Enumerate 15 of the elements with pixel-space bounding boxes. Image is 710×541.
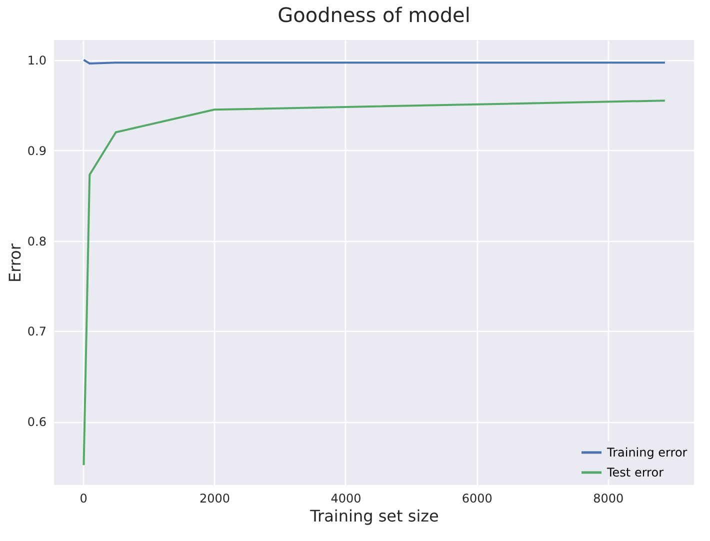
x-axis-title: Training set size: [309, 506, 439, 526]
y-tick-label: 0.7: [27, 324, 46, 339]
legend-label: Training error: [606, 446, 688, 460]
y-tick-label: 0.8: [27, 234, 46, 248]
legend-label: Test error: [606, 466, 664, 480]
x-tick-label: 6000: [462, 492, 492, 506]
x-tick-label: 8000: [593, 492, 624, 506]
y-tick-label: 0.6: [27, 415, 46, 430]
x-tick-label: 4000: [330, 492, 362, 506]
chart-title: Goodness of model: [278, 3, 470, 27]
y-axis-title: Error: [5, 243, 24, 282]
x-tick-label: 0: [80, 492, 88, 506]
y-tick-label: 0.9: [27, 144, 46, 158]
y-tick-label: 1.0: [27, 53, 46, 68]
x-tick-label: 2000: [199, 492, 230, 506]
